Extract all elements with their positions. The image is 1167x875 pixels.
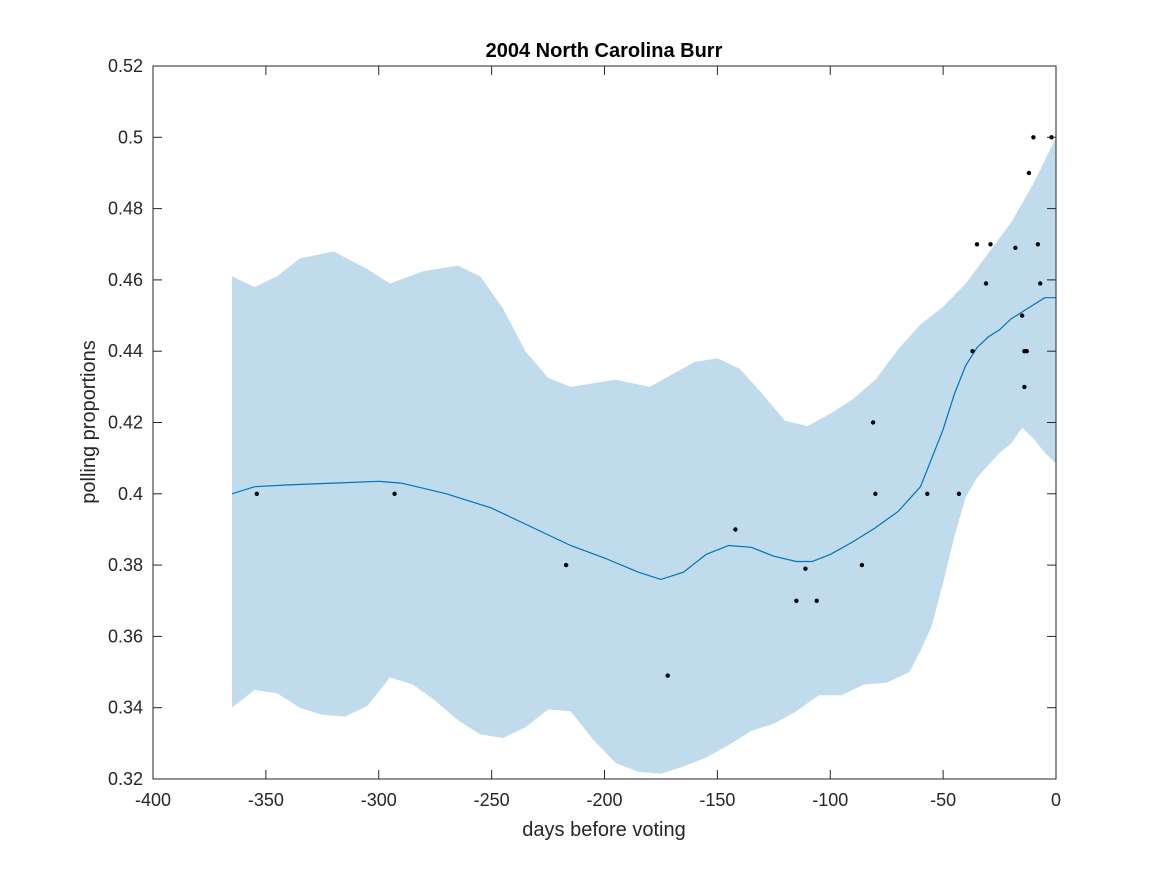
poll-point	[983, 281, 989, 286]
y-axis-title: polling proportions	[78, 340, 100, 503]
x-tick-label: -300	[361, 790, 397, 810]
poll-point	[1038, 281, 1043, 286]
y-tick-label: 0.34	[108, 698, 143, 718]
y-tick-label: 0.36	[108, 626, 143, 646]
y-tick-label: 0.38	[108, 555, 143, 575]
y-tick-label: 0.52	[108, 56, 143, 76]
x-tick-label: -100	[812, 790, 848, 810]
y-tick-label: 0.32	[108, 769, 143, 789]
poll-point	[1013, 245, 1018, 250]
y-tick-label: 0.46	[108, 270, 143, 290]
poll-point	[1026, 170, 1032, 176]
x-axis-title: days before voting	[522, 819, 685, 841]
poll-point	[563, 562, 569, 568]
poll-point	[794, 598, 799, 603]
x-tick-label: 0	[1051, 790, 1061, 810]
poll-point	[925, 491, 930, 496]
poll-point	[970, 349, 975, 354]
poll-point	[1035, 242, 1041, 247]
poll-point	[956, 491, 962, 496]
poll-point	[733, 527, 738, 532]
poll-point	[1019, 313, 1025, 318]
confidence-band	[232, 137, 1056, 774]
y-tick-label: 0.5	[118, 127, 143, 147]
x-tick-label: -150	[699, 790, 735, 810]
y-tick-label: 0.44	[108, 341, 143, 361]
poll-point	[665, 673, 670, 678]
y-tick-label: 0.48	[108, 199, 143, 219]
x-tick-label: -200	[586, 790, 622, 810]
y-tick-label: 0.42	[108, 413, 143, 433]
poll-point	[814, 598, 819, 603]
x-tick-label: -50	[930, 790, 956, 810]
plot-area	[231, 135, 1056, 774]
axes	[152, 65, 1057, 780]
chart-title: 2004 North Carolina Burr	[486, 40, 723, 62]
poll-point	[1024, 349, 1029, 354]
x-tick-label: -350	[248, 790, 284, 810]
poll-point	[988, 242, 993, 247]
poll-point	[1022, 384, 1027, 390]
trend-line	[231, 297, 1056, 581]
poll-point	[254, 491, 259, 496]
x-tick-label: -250	[474, 790, 510, 810]
tick-labels: -400 -350 -300 -250 -200 -150 -100 -50 0 0.32 0.34…	[108, 56, 1061, 810]
poll-point	[870, 420, 876, 425]
x-tick-label: -400	[135, 790, 171, 810]
poll-point	[859, 562, 865, 568]
poll-point	[803, 566, 808, 571]
poll-point	[974, 242, 980, 247]
y-tick-label: 0.4	[118, 484, 143, 504]
poll-point	[1031, 135, 1036, 140]
poll-point	[392, 491, 397, 496]
poll-point	[873, 491, 878, 496]
